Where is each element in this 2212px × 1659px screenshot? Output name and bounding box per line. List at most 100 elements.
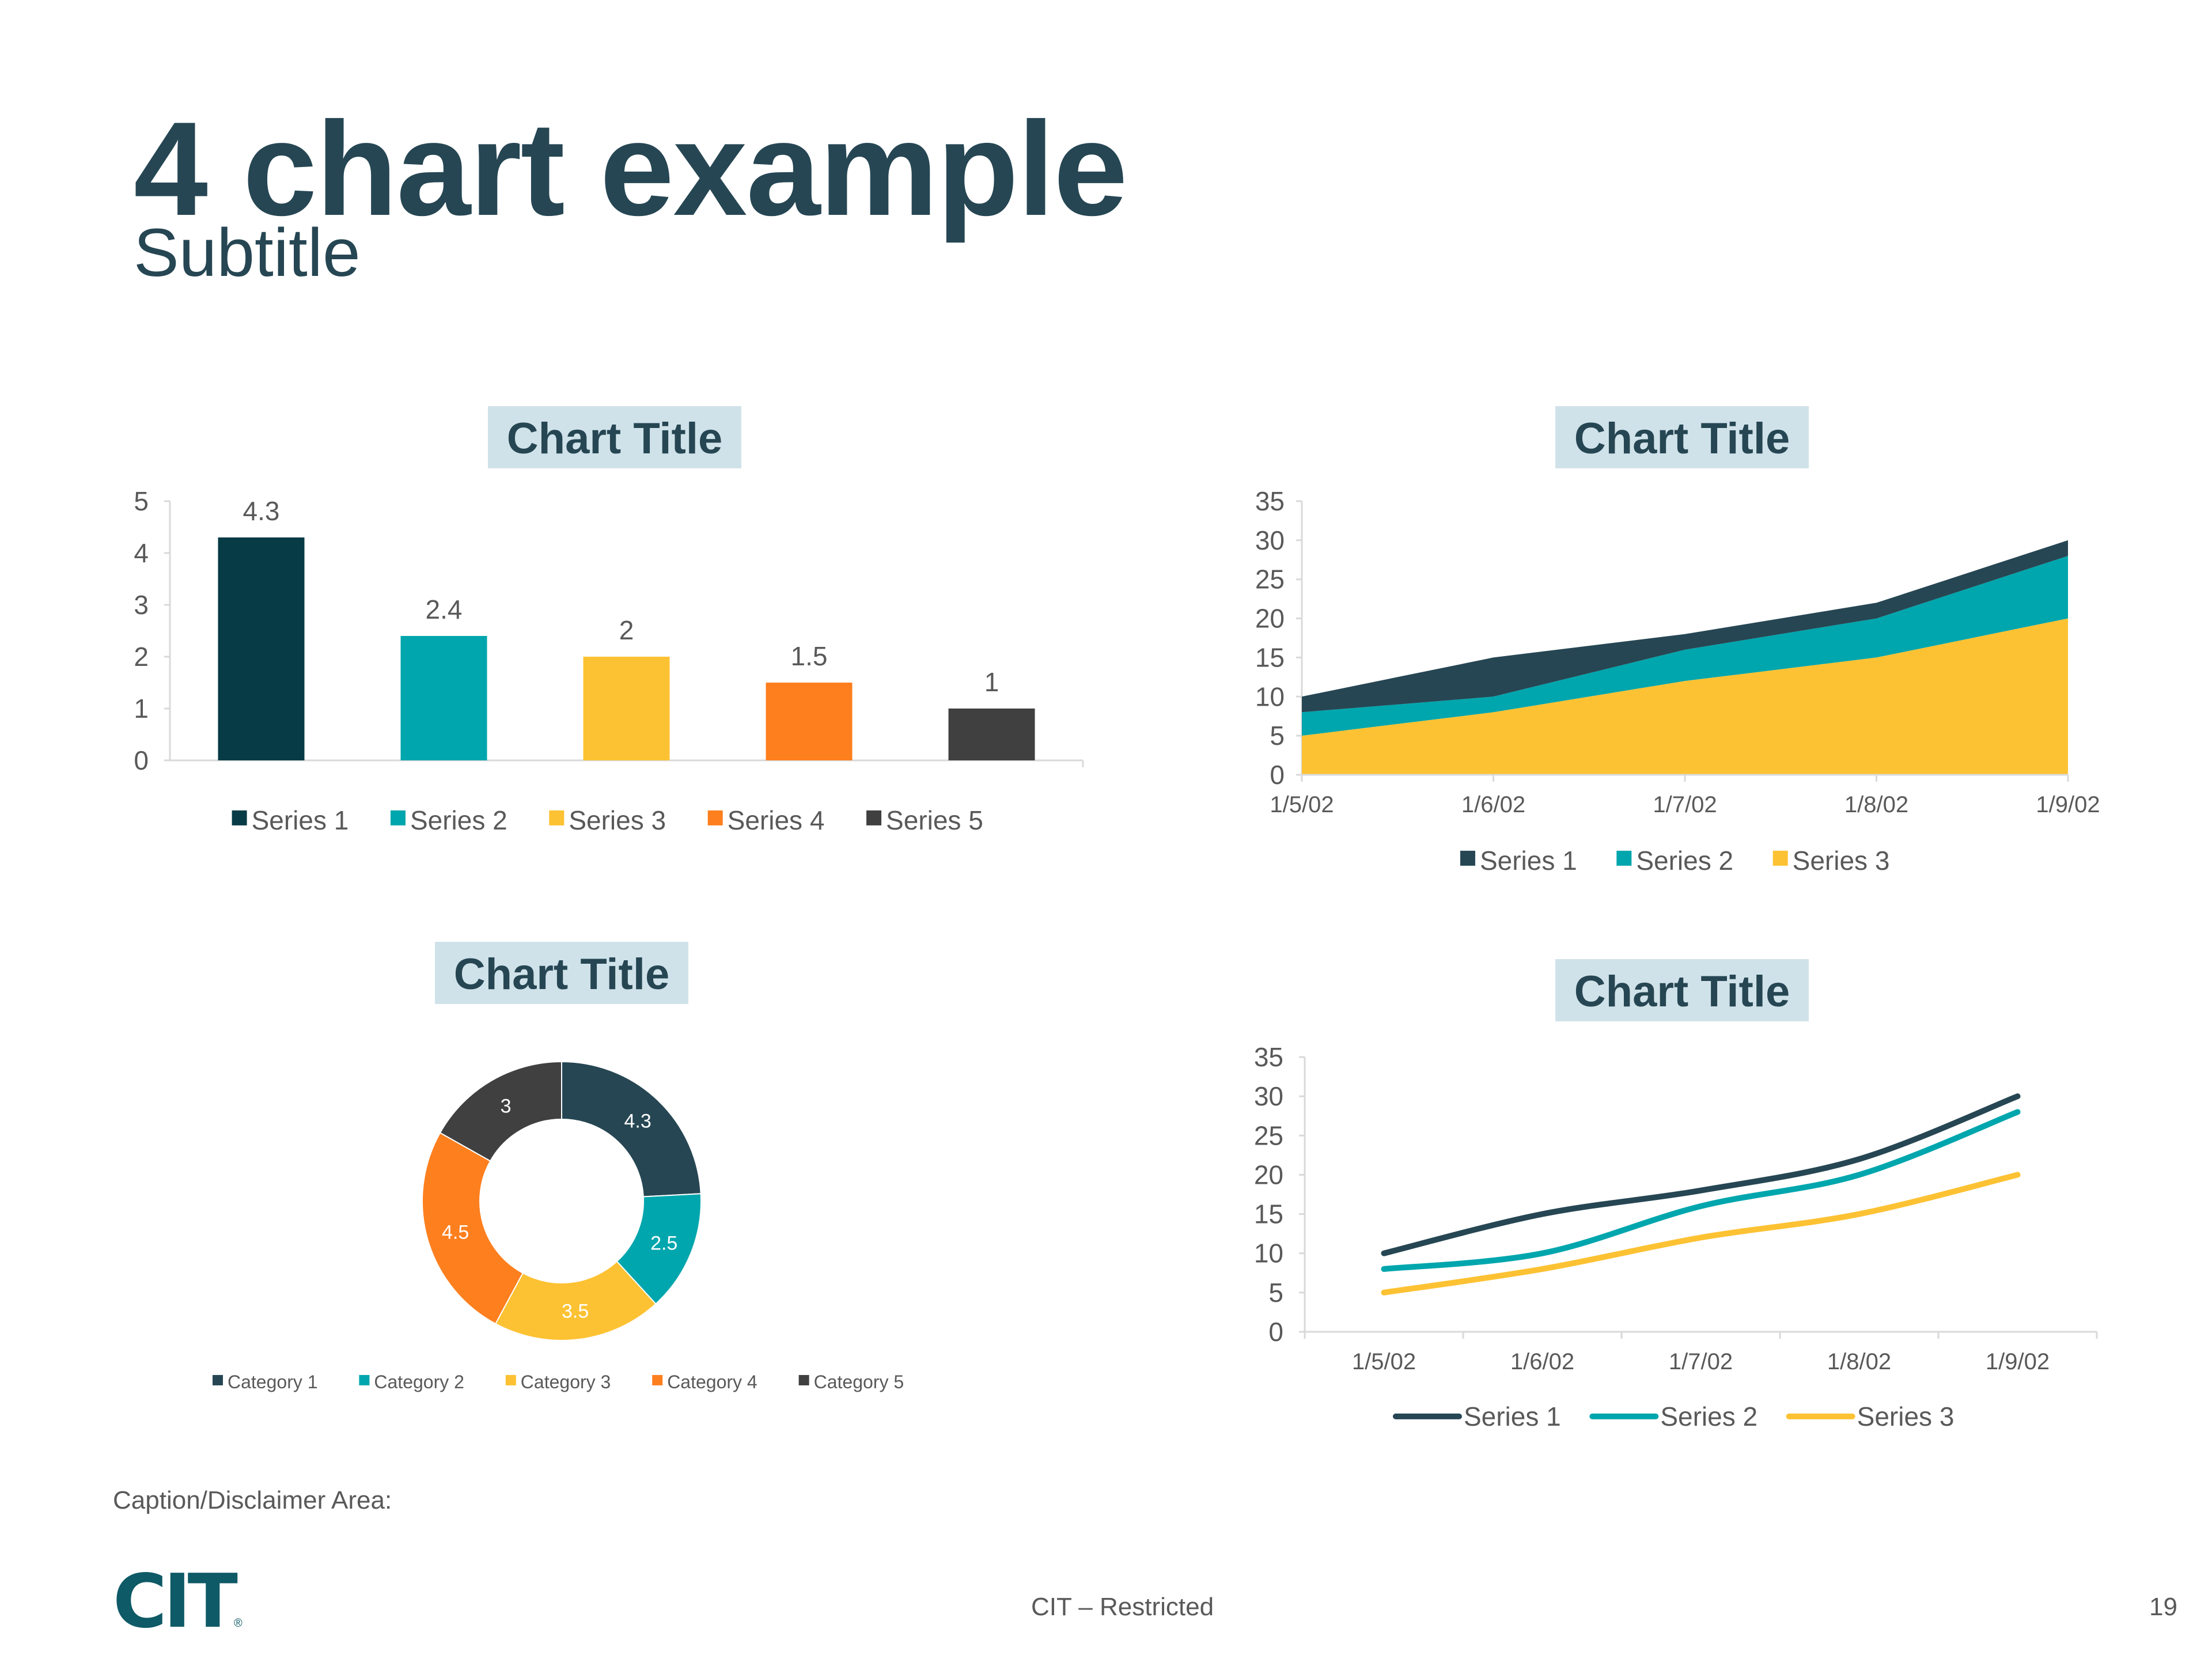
bar-value-label-5: 1 [984, 667, 999, 697]
bar-value-label-1: 4.3 [243, 496, 280, 526]
bar-2 [400, 636, 487, 760]
legend-swatch-2-0 [1460, 850, 1475, 866]
legend-label-3-4: Category 5 [814, 1372, 904, 1392]
y-tick-label-2-1: 5 [1270, 721, 1285, 751]
legend-swatch-3-4 [798, 1374, 809, 1385]
legend-swatch-2-2 [1772, 850, 1788, 866]
chart-title-background-1 [488, 406, 741, 468]
y-tick-label-4-0: 0 [1268, 1317, 1283, 1347]
legend-label-2-0: Series 1 [1480, 846, 1577, 876]
x-tick-label-4-0: 1/5/02 [1352, 1349, 1416, 1374]
legend-label-3-1: Category 2 [374, 1372, 464, 1392]
legend-label-4-0: Series 1 [1464, 1402, 1561, 1431]
legend-swatch-3-0 [213, 1374, 223, 1385]
chart-title-2: Chart Title [1574, 414, 1790, 463]
legend-swatch-1-4 [866, 810, 882, 825]
y-tick-label-2-0: 0 [1270, 760, 1285, 790]
legend-swatch-3-2 [505, 1374, 516, 1385]
bar-3 [583, 657, 670, 760]
chart-title-background-3 [435, 942, 688, 1004]
slide-title: 4 chart example [134, 94, 1128, 244]
y-tick-label-2-2: 10 [1255, 681, 1285, 711]
legend-label-1-3: Series 4 [728, 805, 825, 835]
x-tick-label-4-4: 1/9/02 [1986, 1349, 2050, 1374]
bar-1 [218, 537, 305, 760]
donut-slice-1 [561, 1060, 702, 1198]
chart-title-1: Chart Title [507, 414, 722, 463]
page-number: 19 [2149, 1593, 2177, 1621]
legend-swatch-1-0 [232, 810, 247, 825]
y-tick-label-2-4: 20 [1255, 604, 1285, 634]
bar-value-label-4: 1.5 [791, 641, 828, 671]
legend-label-1-4: Series 5 [886, 805, 983, 835]
x-tick-label-2-1: 1/6/02 [1461, 792, 1525, 817]
legend-label-2-1: Series 2 [1636, 846, 1733, 876]
donut-value-label-3: 3.5 [562, 1301, 589, 1323]
legend-swatch-2-1 [1616, 850, 1632, 866]
legend-swatch-1-1 [390, 810, 406, 825]
chart-title-background-4 [1555, 959, 1809, 1021]
y-tick-label-2-3: 15 [1255, 642, 1285, 672]
bar-value-label-2: 2.4 [426, 594, 463, 624]
line-series-1 [1381, 1093, 2021, 1256]
y-tick-label-4-5: 25 [1254, 1120, 1283, 1150]
y-tick-label-1-4: 4 [134, 538, 149, 568]
y-tick-label-1-2: 2 [134, 642, 149, 672]
donut-slice-4 [422, 1132, 524, 1325]
legend-label-4-1: Series 2 [1660, 1402, 1758, 1431]
chart-title-background-2 [1555, 406, 1809, 468]
legend-label-3-3: Category 4 [667, 1372, 757, 1392]
slide-subtitle: Subtitle [134, 215, 361, 291]
donut-value-label-4: 4.5 [442, 1222, 469, 1244]
donut-slice-3 [494, 1260, 657, 1341]
legend-label-3-0: Category 1 [228, 1372, 318, 1392]
y-tick-label-1-3: 3 [134, 590, 149, 620]
legend-swatch-1-2 [549, 810, 565, 825]
area-series-2 [1302, 556, 2068, 736]
y-tick-label-1-5: 5 [134, 486, 149, 516]
legend-label-4-2: Series 3 [1857, 1402, 1955, 1431]
donut-value-label-2: 2.5 [650, 1233, 677, 1255]
cit-logo-text: CIT [113, 1568, 238, 1637]
x-tick-label-4-1: 1/6/02 [1510, 1349, 1574, 1374]
y-tick-label-4-4: 20 [1254, 1160, 1283, 1190]
x-tick-label-2-2: 1/7/02 [1653, 792, 1717, 817]
line-series-2 [1381, 1109, 2021, 1272]
area-series-1 [1302, 540, 2068, 713]
caption-disclaimer: Caption/Disclaimer Area: [113, 1486, 392, 1514]
legend-label-1-0: Series 1 [252, 805, 349, 835]
legend-label-3-2: Category 3 [521, 1372, 611, 1392]
legend-swatch-3-1 [359, 1374, 370, 1385]
donut-value-label-5: 3 [501, 1095, 512, 1117]
chart-title-3: Chart Title [454, 950, 669, 999]
y-tick-label-1-0: 0 [134, 745, 149, 775]
y-tick-label-2-6: 30 [1255, 525, 1285, 555]
y-tick-label-2-5: 25 [1255, 565, 1285, 594]
legend-label-1-1: Series 2 [410, 805, 507, 835]
y-tick-label-2-7: 35 [1255, 486, 1285, 516]
x-tick-label-2-3: 1/8/02 [1844, 792, 1908, 817]
legend-swatch-1-3 [707, 810, 723, 825]
chart-title-4: Chart Title [1574, 967, 1790, 1016]
y-tick-label-1-1: 1 [134, 694, 149, 724]
line-series-3 [1381, 1172, 2021, 1296]
registered-mark: ® [234, 1617, 243, 1630]
x-tick-label-2-0: 1/5/02 [1270, 792, 1334, 817]
legend-swatch-3-3 [652, 1374, 663, 1385]
legend-label-1-2: Series 3 [569, 805, 666, 835]
bar-4 [766, 683, 853, 760]
y-tick-label-4-3: 15 [1254, 1199, 1283, 1229]
footer-classification: CIT – Restricted [1031, 1593, 1214, 1621]
cit-logo: CIT ® [113, 1568, 243, 1637]
bar-5 [948, 709, 1035, 760]
y-tick-label-4-2: 10 [1254, 1238, 1283, 1268]
y-tick-label-4-7: 35 [1254, 1042, 1283, 1072]
legend-label-2-2: Series 3 [1793, 846, 1890, 876]
y-tick-label-4-6: 30 [1254, 1081, 1283, 1111]
x-tick-label-4-2: 1/7/02 [1669, 1349, 1733, 1374]
donut-value-label-1: 4.3 [624, 1111, 651, 1132]
y-tick-label-4-1: 5 [1268, 1278, 1283, 1308]
bar-value-label-3: 2 [619, 615, 634, 645]
x-tick-label-2-4: 1/9/02 [2036, 792, 2100, 817]
